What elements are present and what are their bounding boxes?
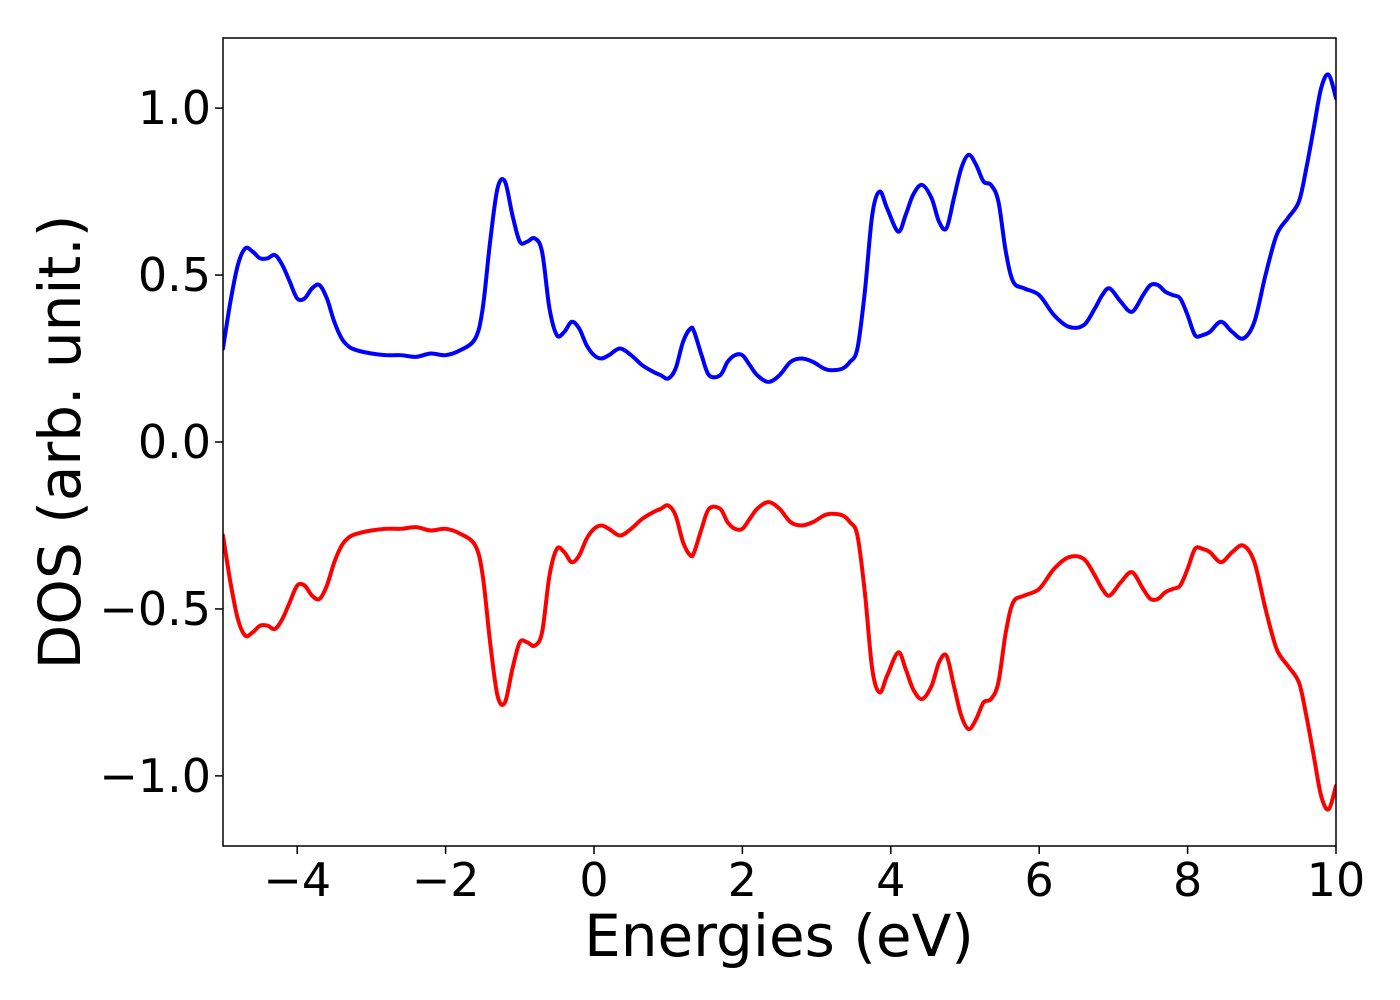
- y-axis: 1.0 0.5 0.0 −0.5 −1.0: [99, 81, 223, 803]
- y-tick-label: 0.5: [138, 248, 211, 302]
- x-tick-label: −4: [263, 853, 331, 907]
- y-tick-label: −1.0: [99, 749, 211, 803]
- series-line-0: [223, 72, 1336, 384]
- x-axis-label: Energies (eV): [584, 902, 974, 970]
- series-line-1: [223, 500, 1336, 812]
- y-axis-label: DOS (arb. unit.): [26, 215, 94, 670]
- y-tick-label: 0.0: [138, 415, 211, 469]
- y-tick-label: −0.5: [99, 582, 211, 636]
- series-layer: [223, 72, 1336, 812]
- x-tick-label: 0: [579, 853, 608, 907]
- x-tick-label: 2: [728, 853, 757, 907]
- x-tick-label: −2: [412, 853, 480, 907]
- x-tick-label: 8: [1173, 853, 1202, 907]
- y-tick-label: 1.0: [138, 81, 211, 135]
- x-tick-label: 10: [1307, 853, 1366, 907]
- x-tick-label: 6: [1025, 853, 1054, 907]
- x-axis: −4 −2 0 2 4 6 8 10: [263, 846, 1365, 907]
- x-tick-label: 4: [876, 853, 905, 907]
